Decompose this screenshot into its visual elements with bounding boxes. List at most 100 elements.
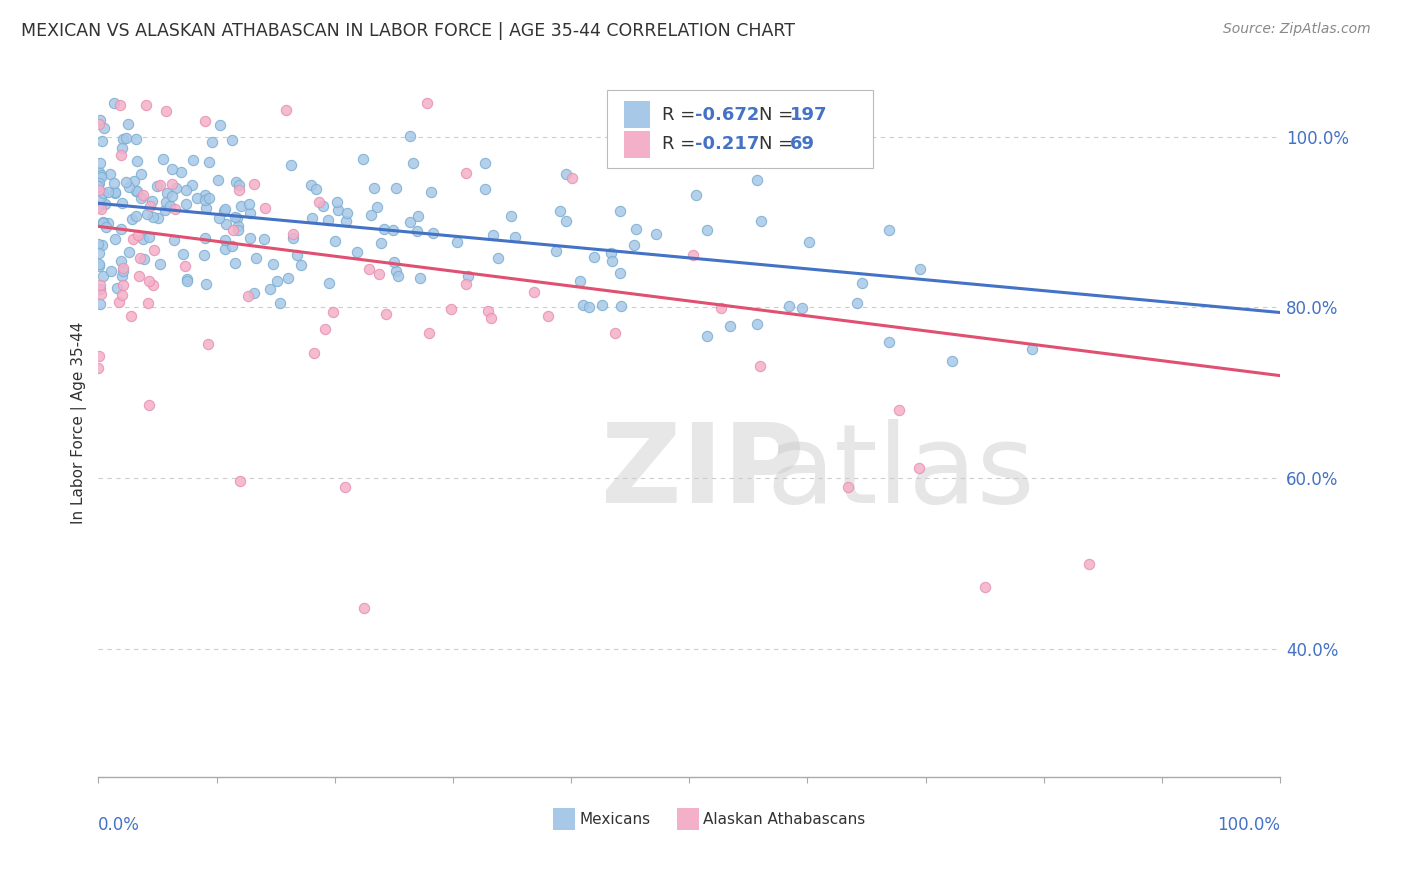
Point xyxy=(522,285,544,300)
Point xyxy=(176,274,198,288)
Point xyxy=(363,180,385,194)
Point xyxy=(89,282,111,296)
Point xyxy=(111,288,134,302)
Point xyxy=(125,184,148,198)
Point xyxy=(110,148,132,162)
Point xyxy=(163,233,186,247)
Point xyxy=(87,176,110,190)
FancyBboxPatch shape xyxy=(624,131,651,158)
Point xyxy=(94,219,117,234)
Point xyxy=(299,178,322,192)
Point xyxy=(225,175,247,189)
Point xyxy=(280,159,302,173)
Point xyxy=(194,114,217,128)
Point xyxy=(477,303,499,318)
Point xyxy=(877,223,900,237)
Point xyxy=(91,268,114,283)
Point xyxy=(908,261,931,276)
Point xyxy=(879,335,901,350)
Point xyxy=(142,211,165,225)
Point xyxy=(399,128,422,143)
Point xyxy=(165,180,187,194)
Point xyxy=(145,179,167,194)
Point xyxy=(212,203,235,218)
Point xyxy=(318,276,340,290)
Text: R =: R = xyxy=(662,105,702,124)
Point xyxy=(160,161,183,176)
Point xyxy=(1021,342,1043,356)
Point xyxy=(172,246,194,260)
Y-axis label: In Labor Force | Age 35-44: In Labor Force | Age 35-44 xyxy=(72,321,87,524)
Point xyxy=(571,298,593,312)
Point xyxy=(243,286,266,301)
Point xyxy=(142,244,165,258)
Point xyxy=(111,269,134,284)
Point xyxy=(112,132,135,146)
Point xyxy=(186,191,208,205)
Point xyxy=(132,252,155,266)
Point xyxy=(749,214,772,228)
Point xyxy=(336,206,359,220)
Point xyxy=(353,601,375,615)
Point xyxy=(194,194,217,208)
Point xyxy=(98,167,121,181)
Point xyxy=(122,232,145,246)
Point xyxy=(941,354,963,368)
Point xyxy=(644,227,666,241)
Point xyxy=(193,247,215,261)
Point xyxy=(214,233,236,247)
Point xyxy=(136,207,159,221)
Point xyxy=(406,224,429,238)
Point xyxy=(974,580,997,594)
Point xyxy=(406,209,429,223)
Point xyxy=(139,198,162,212)
Point xyxy=(111,278,134,293)
Point xyxy=(323,234,346,248)
Point xyxy=(91,216,114,230)
Point xyxy=(138,230,160,244)
Point xyxy=(887,402,910,417)
Point xyxy=(118,179,141,194)
Point xyxy=(226,222,249,236)
Point xyxy=(108,97,131,112)
Point xyxy=(454,166,477,180)
Point xyxy=(176,197,198,211)
Point xyxy=(90,168,112,182)
Point xyxy=(610,300,633,314)
Point xyxy=(238,197,260,211)
Point xyxy=(87,237,110,252)
Text: Alaskan Athabascans: Alaskan Athabascans xyxy=(703,812,866,827)
Point xyxy=(274,103,297,117)
Point xyxy=(97,185,120,199)
Point xyxy=(555,213,578,227)
Text: 100.0%: 100.0% xyxy=(1218,815,1281,833)
Point xyxy=(89,278,111,293)
Point xyxy=(568,274,591,288)
Point xyxy=(118,245,141,260)
Point xyxy=(352,153,374,167)
Point xyxy=(105,281,128,295)
Point xyxy=(259,282,281,296)
Point xyxy=(127,227,149,242)
Point xyxy=(266,274,288,288)
Point xyxy=(112,260,135,275)
Point xyxy=(846,295,869,310)
Point xyxy=(245,251,267,265)
Point xyxy=(103,176,125,190)
Point xyxy=(125,209,148,223)
Point xyxy=(152,152,174,166)
Point xyxy=(87,165,110,179)
Point xyxy=(745,317,768,331)
Point xyxy=(131,167,153,181)
Point xyxy=(385,180,408,194)
Point xyxy=(159,198,181,212)
Point xyxy=(718,318,741,333)
Point xyxy=(87,349,110,363)
Point xyxy=(183,153,205,167)
Point xyxy=(111,141,134,155)
Point xyxy=(626,221,648,235)
Point xyxy=(335,479,357,493)
Point xyxy=(114,130,136,145)
Point xyxy=(600,254,623,268)
Point xyxy=(181,178,204,192)
